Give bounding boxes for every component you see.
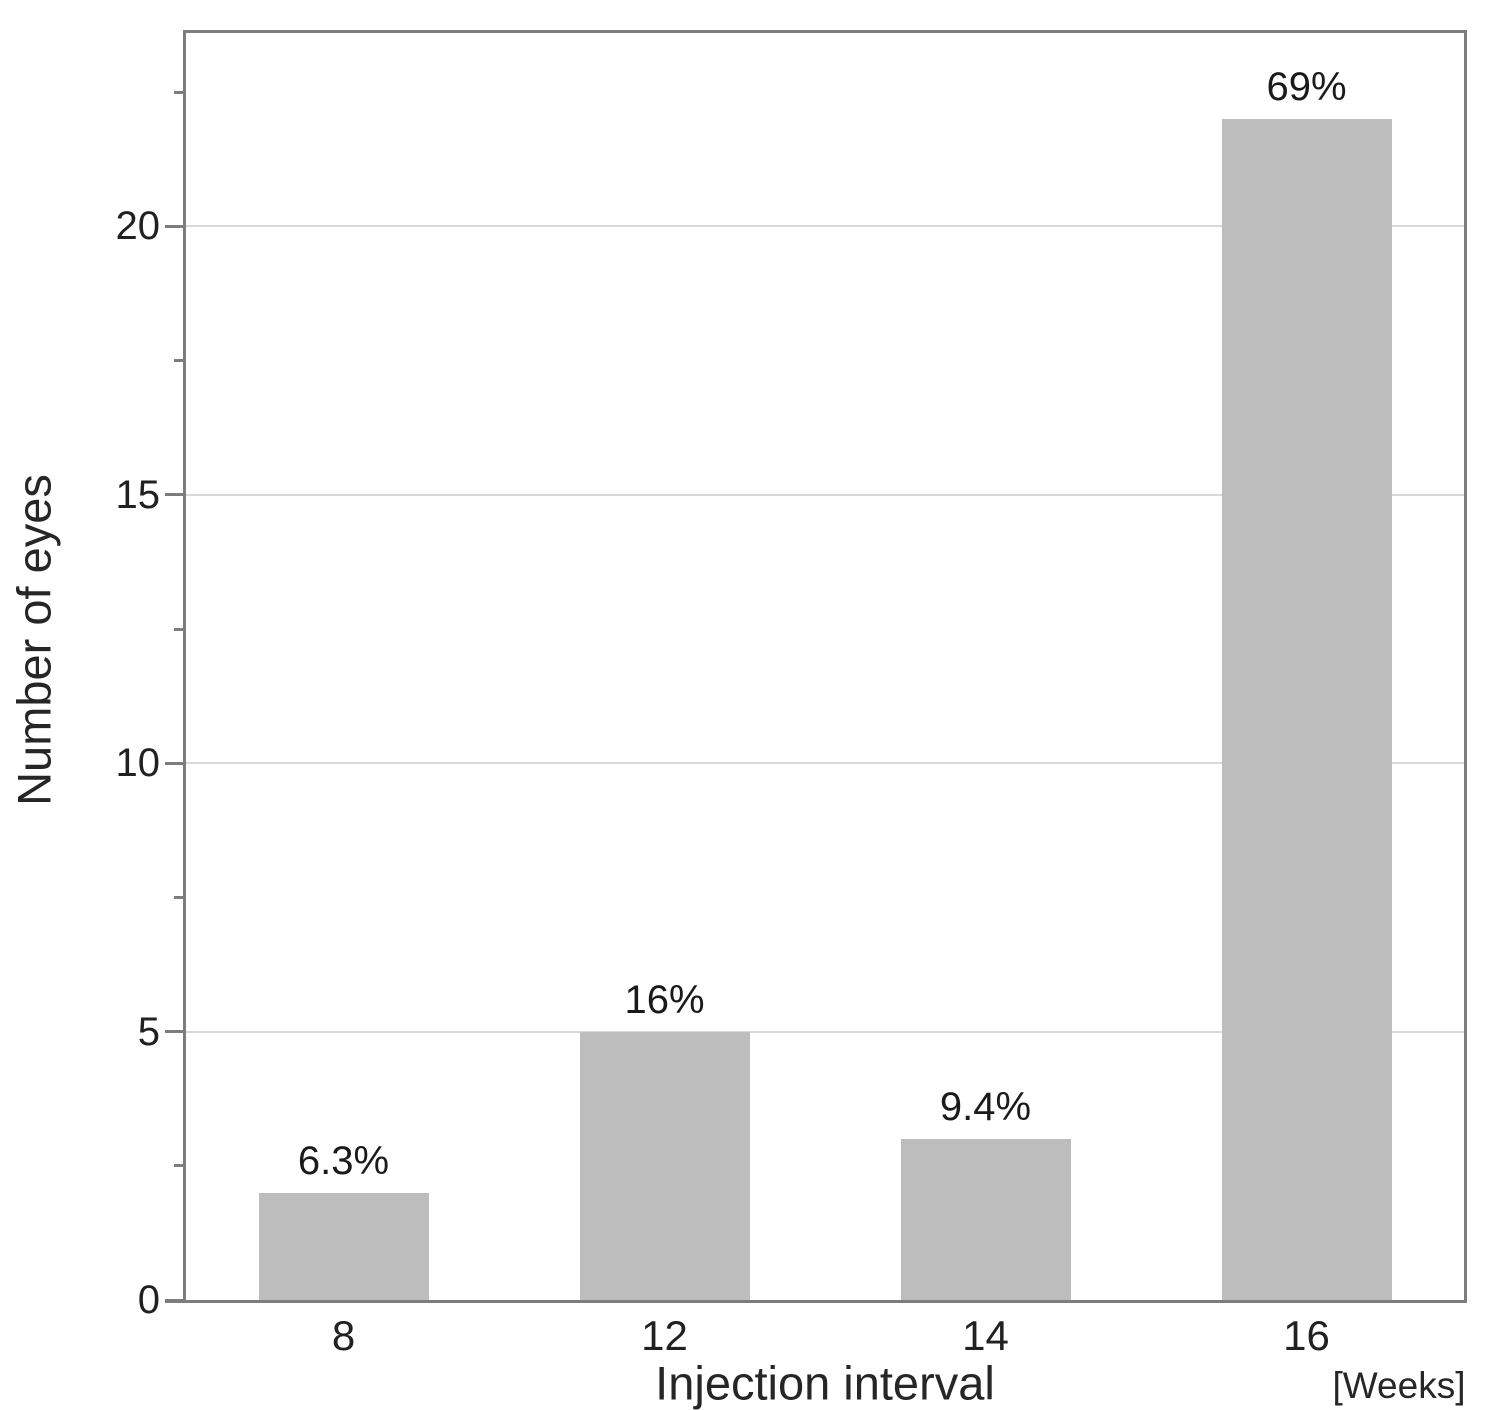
y-axis-line <box>183 30 186 1303</box>
bar <box>579 1031 750 1300</box>
x-tick-label: 8 <box>331 1312 356 1359</box>
gridline <box>186 762 1467 765</box>
bar-value-label: 69% <box>1266 65 1347 110</box>
y-tick-minor <box>174 895 183 899</box>
y-tick-minor <box>174 90 183 94</box>
plot-top-border <box>183 30 1467 33</box>
y-tick-label: 5 <box>137 1009 160 1054</box>
y-tick-major <box>165 1030 183 1034</box>
y-tick-label: 0 <box>137 1278 160 1322</box>
x-tick-label: 14 <box>962 1312 1009 1359</box>
x-unit-label: [Weeks] <box>1332 1365 1466 1406</box>
x-axis-line <box>165 1300 1467 1303</box>
bar <box>900 1138 1071 1300</box>
bar <box>1221 119 1392 1300</box>
y-tick-minor <box>174 359 183 363</box>
y-tick-major <box>165 493 183 497</box>
plot-right-border <box>1464 30 1467 1303</box>
y-tick-major <box>165 761 183 765</box>
bar-value-label: 9.4% <box>939 1084 1032 1129</box>
y-axis-title: Number of eyes <box>7 474 61 806</box>
bar-value-label: 16% <box>624 977 705 1022</box>
x-axis-title: Injection interval <box>655 1356 995 1410</box>
y-tick-label: 15 <box>115 472 161 517</box>
y-tick-label: 20 <box>115 204 161 249</box>
y-tick-major <box>165 224 183 228</box>
bar <box>258 1192 429 1300</box>
gridline <box>186 493 1467 496</box>
bar-value-label: 6.3% <box>297 1138 390 1183</box>
y-tick-label: 10 <box>115 741 161 786</box>
y-tick-minor <box>174 1164 183 1168</box>
gridline <box>186 225 1467 228</box>
x-tick-label: 16 <box>1283 1312 1330 1359</box>
gridline <box>186 1030 1467 1033</box>
y-tick-minor <box>174 627 183 631</box>
x-tick-label: 12 <box>641 1312 688 1359</box>
